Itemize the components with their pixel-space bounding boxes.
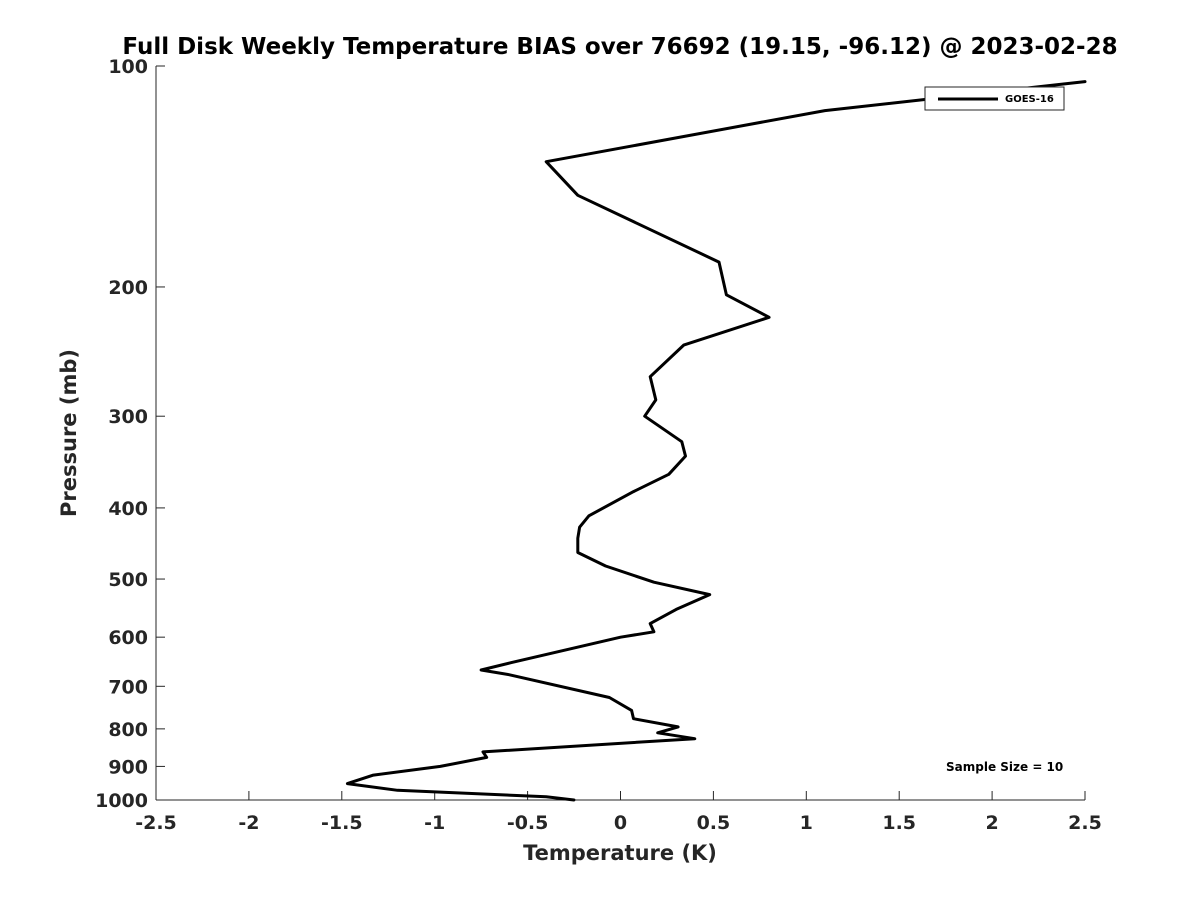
x-tick-label: 0 bbox=[614, 812, 627, 834]
y-tick-label: 100 bbox=[108, 56, 148, 78]
x-tick-label: -1.5 bbox=[321, 812, 363, 834]
y-tick-label: 600 bbox=[108, 627, 148, 649]
x-tick-label: 0.5 bbox=[697, 812, 731, 834]
y-tick-label: 400 bbox=[108, 498, 148, 520]
y-tick-label: 700 bbox=[108, 676, 148, 698]
y-tick-label: 300 bbox=[108, 406, 148, 428]
y-tick-label: 800 bbox=[108, 719, 148, 741]
y-tick-label: 900 bbox=[108, 756, 148, 778]
chart-title: Full Disk Weekly Temperature BIAS over 7… bbox=[122, 34, 1117, 60]
x-tick-label: -0.5 bbox=[507, 812, 549, 834]
x-axis-label: Temperature (K) bbox=[523, 841, 717, 865]
y-tick-label: 1000 bbox=[95, 790, 148, 812]
x-axis-ticks: -2.5 -2 -1.5 -1 -0.5 0 0.5 1 1.5 2 2.5 bbox=[135, 791, 1102, 834]
legend-entry-goes-16: GOES-16 bbox=[1005, 94, 1054, 105]
x-tick-label: 1.5 bbox=[882, 812, 916, 834]
x-tick-label: -1 bbox=[424, 812, 445, 834]
x-tick-label: -2 bbox=[238, 812, 259, 834]
y-axis-ticks: 100 200 300 400 500 600 700 800 900 1000 bbox=[95, 56, 165, 812]
y-tick-label: 200 bbox=[108, 277, 148, 299]
x-tick-label: 2 bbox=[985, 812, 998, 834]
y-tick-label: 500 bbox=[108, 569, 148, 591]
y-axis-label: Pressure (mb) bbox=[57, 349, 81, 517]
x-tick-label: 1 bbox=[800, 812, 813, 834]
x-tick-label: -2.5 bbox=[135, 812, 177, 834]
series-line-goes-16 bbox=[345, 80, 1087, 802]
plot-area bbox=[156, 66, 1085, 800]
legend: GOES-16 bbox=[924, 86, 1065, 111]
sample-size-annotation: Sample Size = 10 bbox=[946, 760, 1063, 774]
x-tick-label: 2.5 bbox=[1068, 812, 1102, 834]
